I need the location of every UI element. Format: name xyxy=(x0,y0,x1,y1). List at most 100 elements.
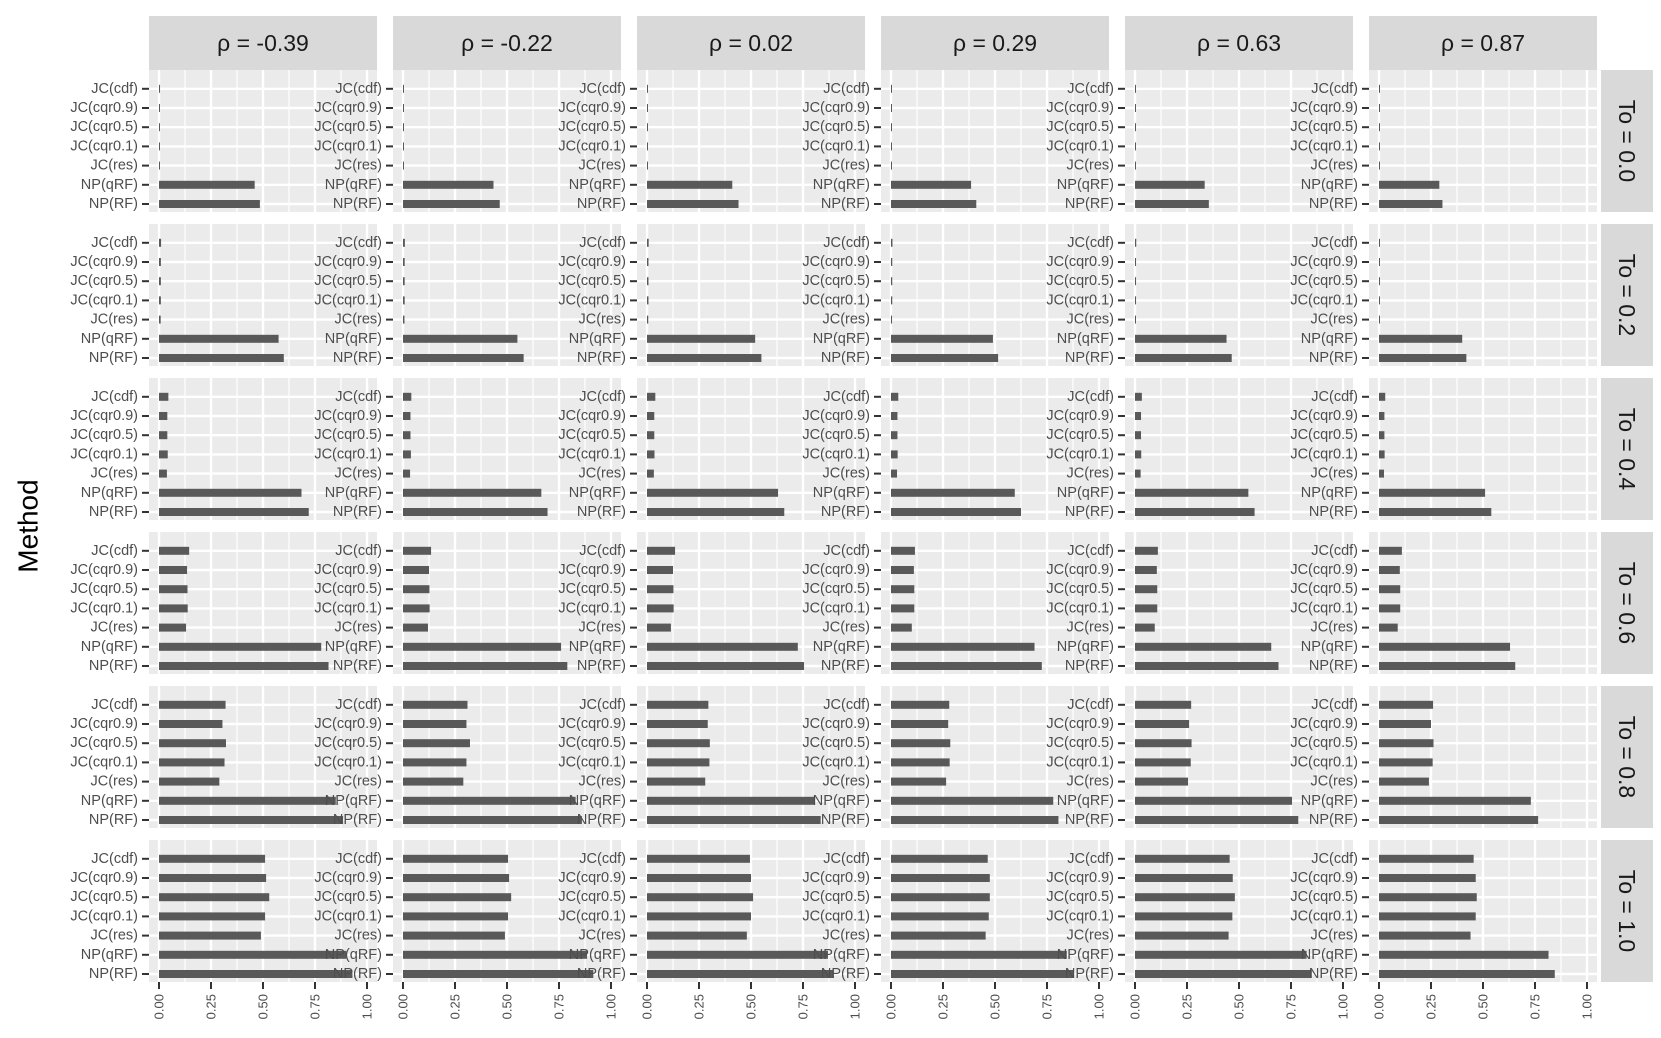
y-tick-label: NP(RF) xyxy=(577,966,626,982)
bar xyxy=(1379,508,1492,516)
bar xyxy=(891,642,1035,651)
bar xyxy=(403,84,404,93)
y-tick-label: JC(cqr0.1) xyxy=(558,754,626,770)
bar xyxy=(647,431,655,440)
row-strip-label: To = 0.6 xyxy=(1614,562,1640,644)
bar xyxy=(647,912,751,921)
y-tick-label: JC(cqr0.9) xyxy=(314,562,382,578)
y-tick-label: JC(res) xyxy=(1066,466,1114,482)
x-tick-label: 0.25 xyxy=(1424,994,1439,1019)
y-tick-label: NP(qRF) xyxy=(325,947,382,963)
y-tick-label: NP(RF) xyxy=(577,350,626,366)
bar xyxy=(159,450,168,459)
y-tick-label: NP(qRF) xyxy=(81,485,138,501)
bar xyxy=(1135,874,1233,882)
y-tick-label: JC(cqr0.1) xyxy=(1046,292,1114,308)
y-tick-label: JC(cqr0.5) xyxy=(70,735,138,751)
y-tick-label: JC(cqr0.9) xyxy=(1046,408,1114,424)
y-tick-label: JC(cqr0.1) xyxy=(1046,754,1114,770)
y-tick-label: JC(cqr0.5) xyxy=(1046,119,1114,135)
bar xyxy=(1135,258,1137,266)
bar xyxy=(1379,142,1380,151)
y-tick-label: JC(cqr0.1) xyxy=(1046,600,1114,616)
y-tick-label: JC(res) xyxy=(90,620,138,636)
y-tick-label: JC(res) xyxy=(90,158,138,174)
y-tick-label: NP(RF) xyxy=(333,966,382,982)
y-tick-label: JC(cdf) xyxy=(579,543,626,559)
bar xyxy=(159,334,279,343)
bar xyxy=(403,296,405,305)
y-tick-label: JC(cqr0.5) xyxy=(1046,889,1114,905)
x-tick-label: 0.50 xyxy=(1232,994,1247,1019)
bar xyxy=(1379,258,1380,266)
bar xyxy=(647,238,649,247)
y-tick-label: JC(cqr0.9) xyxy=(1290,716,1358,732)
y-tick-label: JC(cqr0.1) xyxy=(1290,600,1358,616)
row-strip-label: To = 0.4 xyxy=(1614,408,1640,491)
y-tick-label: NP(qRF) xyxy=(813,947,870,963)
bar xyxy=(1379,777,1429,786)
bar xyxy=(647,334,756,343)
bar xyxy=(891,623,912,632)
y-tick-label: JC(cqr0.1) xyxy=(314,446,382,462)
x-tick-label: 0.75 xyxy=(308,994,323,1019)
y-tick-label: JC(cqr0.1) xyxy=(1290,754,1358,770)
row-strip xyxy=(1601,840,1653,982)
bar xyxy=(1135,720,1190,728)
bar xyxy=(1135,912,1233,921)
y-tick-label: JC(cdf) xyxy=(579,851,626,867)
bar xyxy=(403,931,505,940)
bar xyxy=(403,354,524,362)
y-tick-label: JC(cdf) xyxy=(1311,81,1358,97)
bar xyxy=(1135,796,1293,805)
y-tick-label: JC(cqr0.1) xyxy=(1046,908,1114,924)
y-tick-label: NP(RF) xyxy=(821,504,870,520)
y-tick-label: JC(cqr0.1) xyxy=(314,908,382,924)
bar xyxy=(1135,893,1235,902)
bar xyxy=(159,104,160,112)
bar xyxy=(1135,277,1137,286)
y-tick-label: NP(RF) xyxy=(821,812,870,828)
y-tick-label: JC(cqr0.9) xyxy=(1046,870,1114,886)
y-tick-label: JC(cqr0.9) xyxy=(1290,254,1358,270)
y-tick-label: JC(cqr0.1) xyxy=(802,754,870,770)
bar xyxy=(403,123,404,132)
y-tick-label: NP(qRF) xyxy=(1301,639,1358,655)
bar xyxy=(159,84,161,93)
bar xyxy=(1379,604,1401,613)
bar xyxy=(1135,777,1189,786)
bar xyxy=(647,816,821,824)
bar xyxy=(159,566,188,574)
y-tick-label: JC(cqr0.5) xyxy=(558,273,626,289)
bar xyxy=(1379,739,1434,748)
x-tick-label: 0.25 xyxy=(204,994,219,1019)
y-tick-label: JC(cqr0.5) xyxy=(314,119,382,135)
x-tick-label: 0.50 xyxy=(1476,994,1491,1019)
y-tick-label: JC(cqr0.9) xyxy=(558,254,626,270)
y-tick-label: NP(qRF) xyxy=(325,485,382,501)
bar xyxy=(1135,354,1232,362)
bar xyxy=(891,816,1059,824)
col-strip-label: ρ = 0.02 xyxy=(709,30,793,56)
y-tick-label: JC(cqr0.5) xyxy=(70,119,138,135)
bar xyxy=(647,200,739,208)
bar xyxy=(891,258,893,266)
y-tick-label: JC(res) xyxy=(90,312,138,328)
y-tick-label: NP(qRF) xyxy=(569,947,626,963)
y-tick-label: JC(cdf) xyxy=(823,851,870,867)
y-tick-label: NP(RF) xyxy=(1309,812,1358,828)
bar xyxy=(891,739,951,748)
y-tick-label: JC(cqr0.5) xyxy=(314,273,382,289)
bar xyxy=(159,546,190,555)
x-tick-label: 0.50 xyxy=(988,994,1003,1019)
bar xyxy=(1135,854,1230,863)
y-tick-label: NP(qRF) xyxy=(813,793,870,809)
y-tick-label: JC(res) xyxy=(822,928,870,944)
row-strip xyxy=(1601,686,1653,828)
y-tick-label: NP(RF) xyxy=(821,658,870,674)
bar xyxy=(403,450,411,459)
bar xyxy=(159,200,260,208)
bar xyxy=(159,392,169,401)
bar xyxy=(891,931,986,940)
